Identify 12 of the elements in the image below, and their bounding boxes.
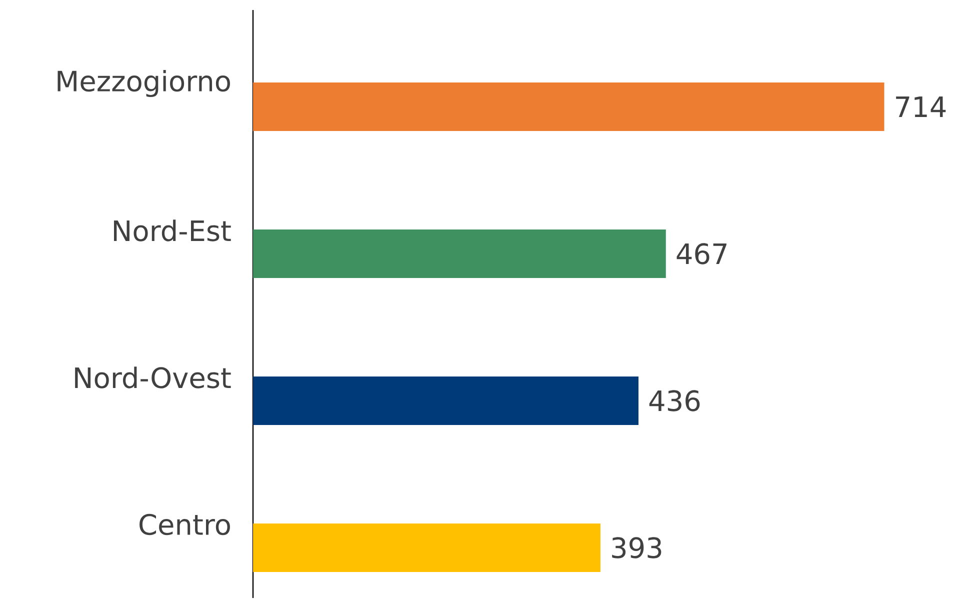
y-tick-label: Nord-Ovest <box>75 366 231 389</box>
bar <box>253 230 666 278</box>
bar <box>253 82 884 132</box>
y-tick-label: Nord-Est <box>114 220 231 242</box>
data-label: 436 <box>649 390 700 412</box>
data-label: 393 <box>612 537 662 559</box>
y-tick-label: Mezzogiorno <box>58 70 230 98</box>
y-tick-label: Centro <box>140 514 230 536</box>
data-label: 714 <box>896 96 946 118</box>
bar <box>253 376 638 426</box>
bar <box>253 524 600 572</box>
data-label: 467 <box>676 243 726 265</box>
